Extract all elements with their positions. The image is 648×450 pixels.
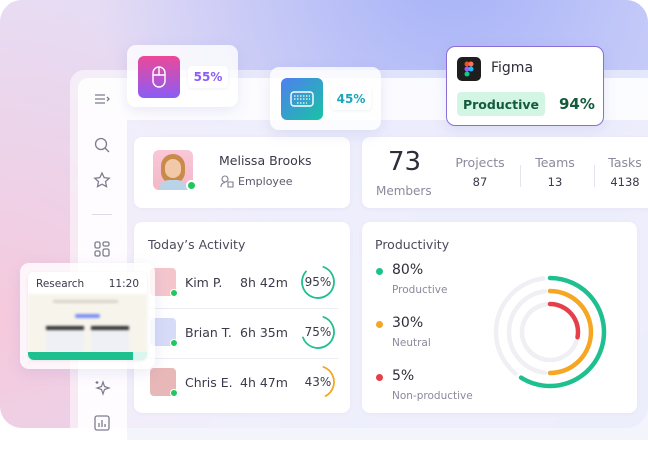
members-label: Members <box>376 184 432 198</box>
ring-track <box>493 276 546 376</box>
legend-label: Productive <box>392 284 448 296</box>
divider <box>594 165 595 187</box>
ring-productive <box>518 275 607 389</box>
productivity-card: Productivity 80% Productive 30% Neutral 5%… <box>362 222 637 413</box>
members-count: 73 <box>388 147 422 177</box>
star-icon[interactable] <box>93 171 111 189</box>
activity-title: Today’s Activity <box>148 237 246 252</box>
mouse-activity-popup: 55% <box>127 45 238 107</box>
mouse-icon <box>138 56 180 98</box>
online-status-dot <box>170 389 178 397</box>
stats-card: 73 Members Projects 87 Teams 13 Tasks 4138 <box>362 137 648 208</box>
keyboard-activity-popup: 45% <box>270 67 381 130</box>
legend-dot <box>376 321 383 328</box>
screenshot-popup: Research 11:20 <box>20 263 155 369</box>
time-tracked: 6h 35m <box>240 325 288 340</box>
user-role-icon <box>220 175 234 188</box>
legend-label: Non-productive <box>392 390 473 402</box>
divider <box>148 358 338 359</box>
legend-value: 80% <box>392 262 424 278</box>
divider <box>148 308 338 309</box>
menu-collapse-icon[interactable] <box>93 90 111 108</box>
time-tracked: 8h 42m <box>240 275 288 290</box>
legend-label: Neutral <box>392 337 431 349</box>
divider <box>520 165 521 187</box>
app-name: Figma <box>491 60 534 76</box>
figma-logo <box>457 57 481 81</box>
profile-name: Melissa Brooks <box>219 153 312 168</box>
activity-percent: 95% <box>304 275 332 289</box>
keyboard-percent: 45% <box>331 88 371 110</box>
activity-row[interactable]: Kim P. 8h 42m 95% <box>148 260 338 304</box>
ring-neutral <box>547 288 594 376</box>
productivity-title: Productivity <box>375 237 450 252</box>
screenshot-time: 11:20 <box>108 278 139 290</box>
productivity-rings-chart <box>493 275 607 389</box>
stat-value: 87 <box>472 175 488 189</box>
ring-track <box>506 289 548 375</box>
avatar <box>153 150 193 190</box>
activity-row[interactable]: Chris E. 4h 47m 43% <box>148 360 338 404</box>
time-tracked: 4h 47m <box>240 375 288 390</box>
progress-ring <box>301 265 335 299</box>
stat-projects: Projects 87 <box>449 155 511 189</box>
online-status-dot <box>186 180 197 191</box>
screenshot-card[interactable]: Research 11:20 <box>28 272 147 360</box>
stat-value: 13 <box>547 175 563 189</box>
online-status-dot <box>170 289 178 297</box>
employee-name: Brian T. <box>185 325 232 340</box>
legend-dot <box>376 374 383 381</box>
stat-label: Tasks <box>608 155 642 170</box>
employee-name: Kim P. <box>185 275 223 290</box>
ring-track <box>519 301 579 363</box>
legend-dot <box>376 268 383 275</box>
screenshot-thumbnail <box>28 294 147 354</box>
chart-icon[interactable] <box>93 414 111 432</box>
mouse-percent: 55% <box>188 66 228 88</box>
activity-card: Today’s Activity Kim P. 8h 42m 95% Brian… <box>134 222 350 413</box>
sidebar <box>78 78 127 438</box>
app-percent: 94% <box>559 95 595 113</box>
stat-tasks: Tasks 4138 <box>594 155 648 189</box>
profile-card: Melissa Brooks Employee <box>134 137 350 208</box>
activity-row[interactable]: Brian T. 6h 35m 75% <box>148 310 338 354</box>
screenshot-title: Research <box>36 278 85 290</box>
keyboard-icon <box>281 78 323 120</box>
dashboard-icon[interactable] <box>93 240 111 258</box>
legend-value: 30% <box>392 315 424 331</box>
sidebar-divider <box>92 214 112 215</box>
progress-ring <box>301 315 335 349</box>
activity-percent: 75% <box>304 325 332 339</box>
stat-value: 4138 <box>610 175 640 189</box>
productive-badge: Productive <box>457 92 545 116</box>
profile-role: Employee <box>238 175 293 188</box>
legend-value: 5% <box>392 368 415 384</box>
progress-ring <box>301 365 335 399</box>
online-status-dot <box>170 339 178 347</box>
sparkle-icon[interactable] <box>93 379 111 397</box>
ring-non-productive <box>547 301 581 340</box>
app-activity-popup: Figma Productive 94% <box>446 46 604 126</box>
screenshot-progress <box>28 352 147 360</box>
employee-name: Chris E. <box>185 375 233 390</box>
stat-label: Projects <box>455 155 505 170</box>
stat-label: Teams <box>535 155 575 170</box>
search-icon[interactable] <box>93 136 111 154</box>
activity-percent: 43% <box>304 375 332 389</box>
stat-teams: Teams 13 <box>524 155 586 189</box>
